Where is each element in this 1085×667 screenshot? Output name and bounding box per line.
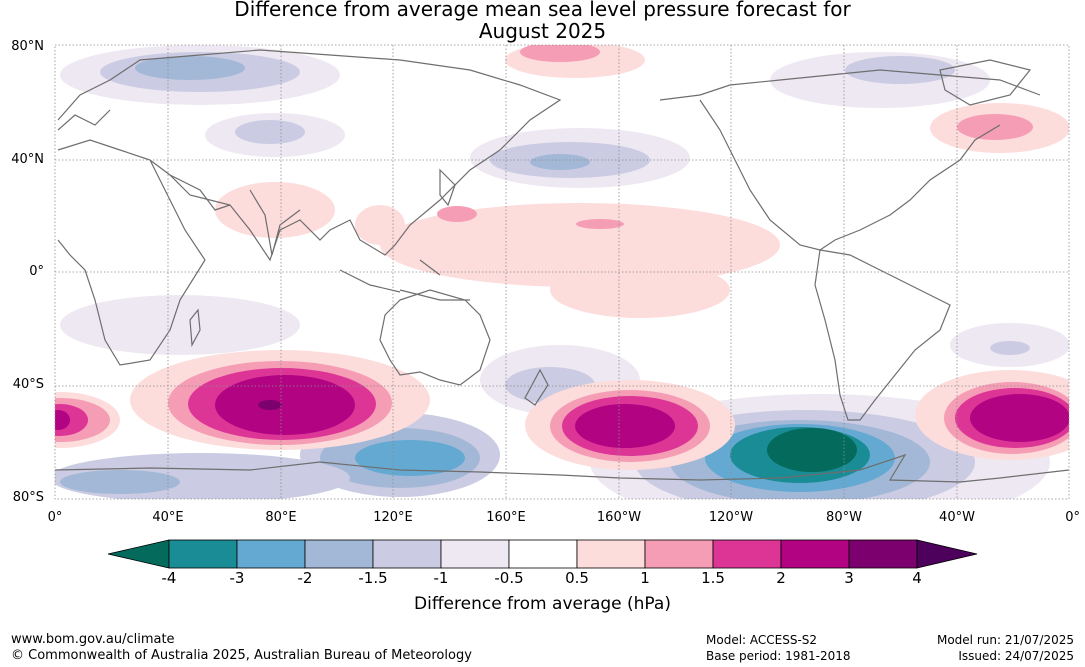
lon-label-0: 0° [47, 510, 63, 525]
lat-label-80n: 80°N [11, 39, 44, 54]
colorbar-swatch [440, 539, 510, 569]
colorbar-swatch [236, 539, 306, 569]
lon-label-160e: 160°E [486, 510, 526, 525]
colorbar-tick-label: 3 [844, 569, 854, 587]
colorbar-swatch [848, 539, 918, 569]
colorbar-extend-low [107, 539, 170, 569]
colorbar-swatch [780, 539, 850, 569]
colorbar-swatch [644, 539, 714, 569]
colorbar-tick-label: -2 [297, 569, 313, 587]
footer-website[interactable]: www.bom.gov.au/climate [11, 632, 175, 647]
footer-copyright: © Commonwealth of Australia 2025, Austra… [11, 648, 472, 663]
colorbar-swatch [372, 539, 442, 569]
colorbar-extend-high [916, 539, 978, 569]
colorbar-swatch [576, 539, 646, 569]
footer-base-period: Base period: 1981-2018 [706, 649, 851, 663]
lon-label-120e: 120°E [373, 510, 413, 525]
footer-issued: Issued: 24/07/2025 [958, 649, 1074, 663]
colorbar-tick-label: -3 [229, 569, 245, 587]
colorbar-title: Difference from average (hPa) [414, 594, 671, 614]
footer-model: Model: ACCESS-S2 [706, 633, 818, 647]
colorbar-tick-label: 1 [640, 569, 650, 587]
colorbar-tick-label: -4 [161, 569, 177, 587]
colorbar-swatch [508, 539, 578, 569]
colorbar-tick-label: 2 [776, 569, 786, 587]
map-title-line2: August 2025 [478, 19, 607, 43]
lon-label-0-east: 0° [1065, 510, 1080, 525]
lon-label-80e: 80°E [265, 510, 297, 525]
lat-label-40s: 40°S [12, 377, 44, 392]
map-title-line1: Difference from average mean sea level p… [234, 0, 851, 21]
lat-label-40n: 40°N [11, 152, 44, 167]
lon-label-120w: 120°W [708, 510, 754, 525]
lon-label-160w: 160°W [596, 510, 642, 525]
coastlines [55, 49, 1069, 483]
lat-label-0: 0° [29, 264, 44, 279]
colorbar-tick-label: -0.5 [494, 569, 524, 587]
colorbar-tick-label: 4 [912, 569, 922, 587]
colorbar-swatch [712, 539, 782, 569]
colorbar-tick-label: -1.5 [358, 569, 388, 587]
colorbar-swatch [304, 539, 374, 569]
lat-label-80s: 80°S [12, 490, 44, 505]
colorbar-tick-label: -1 [433, 569, 449, 587]
lon-label-40w: 40°W [939, 510, 975, 525]
colorbar-swatch [168, 539, 238, 569]
footer-model-run: Model run: 21/07/2025 [936, 633, 1074, 647]
colorbar-tick-label: 0.5 [565, 569, 589, 587]
colorbar [107, 539, 978, 569]
lon-label-40e: 40°E [152, 510, 184, 525]
graticule [54, 44, 1070, 500]
lon-label-80w: 80°W [826, 510, 862, 525]
colorbar-tick-label: 1.5 [701, 569, 725, 587]
